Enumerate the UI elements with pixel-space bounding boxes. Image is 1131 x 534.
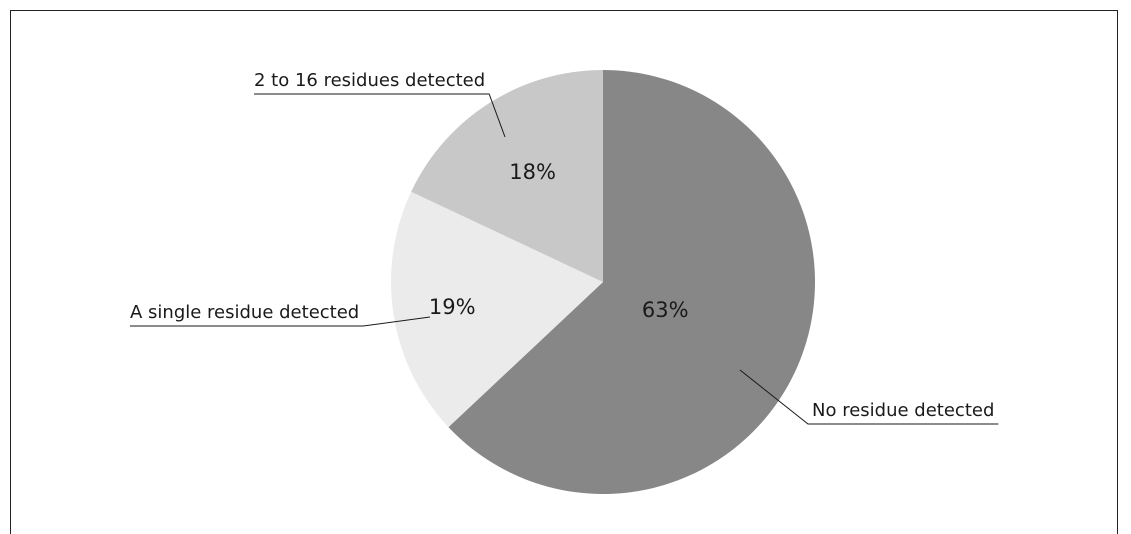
slice-category-label-1: No residue detected	[812, 400, 994, 421]
slice-percent-label-2: 19%	[429, 295, 476, 319]
slice-percent-label-1: 63%	[642, 298, 689, 322]
slice-category-label-3: 2 to 16 residues detected	[254, 70, 485, 91]
leader-line-2	[130, 316, 431, 327]
leaders-layer	[130, 93, 999, 425]
leader-line-3	[254, 93, 506, 138]
chart-frame	[10, 10, 1118, 534]
labels-layer: 63% No residue detected 19% A single residu…	[130, 70, 994, 421]
slices-layer	[390, 70, 815, 494]
leader-line-1	[739, 369, 999, 425]
slice-category-label-2: A single residue detected	[130, 302, 359, 323]
pie-slice-3	[411, 70, 603, 282]
slice-percent-label-3: 18%	[509, 160, 556, 184]
pie-slice-1	[448, 70, 815, 494]
pie-slice-2	[390, 191, 603, 428]
